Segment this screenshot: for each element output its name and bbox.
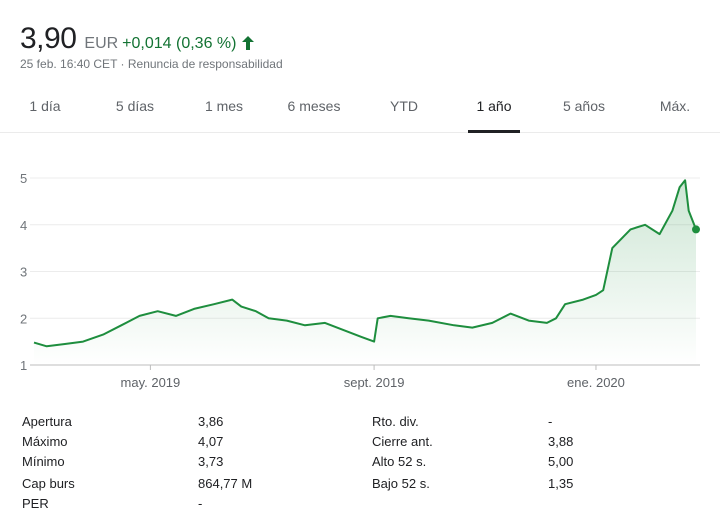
stat-value-52w-high: 5,00 (548, 454, 574, 469)
y-tick-label: 4 (20, 218, 27, 233)
price-point (491, 322, 493, 324)
price-area-fill (34, 180, 696, 365)
price-point (582, 299, 584, 301)
stat-label-open: Apertura (22, 414, 72, 429)
price-point (630, 228, 632, 230)
price-point (138, 315, 140, 317)
stat-value-pe: - (198, 496, 203, 511)
price-point (453, 324, 455, 326)
price-point (157, 310, 159, 312)
stat-label-div-yield: Rto. div. (372, 414, 419, 429)
price-point (671, 210, 673, 212)
price-point (213, 303, 215, 305)
price-point (255, 310, 257, 312)
price-chart[interactable]: 1 2 3 4 5 may. 2019 sept. 2019 ene. 2020 (0, 140, 720, 400)
tab-1-day[interactable]: 1 día (29, 98, 61, 114)
y-tick-label: 3 (20, 265, 27, 280)
price-point (342, 329, 344, 331)
quote-subline: 25 feb. 16:40 CET · Renuncia de responsa… (20, 57, 283, 71)
price-point (33, 342, 35, 344)
price-point (564, 303, 566, 305)
price-change: +0,014 (0,36 %) (122, 35, 237, 52)
x-tick-label: sept. 2019 (344, 375, 405, 390)
price-point (611, 247, 613, 249)
quote-timestamp: 25 feb. 16:40 CET (20, 57, 118, 71)
stats-row: PER - (0, 494, 720, 514)
price-series-line (33, 179, 697, 348)
price-point (175, 315, 177, 317)
quote-header: 3,90 EUR +0,014 (0,36 %) (20, 22, 256, 62)
price-point (231, 299, 233, 301)
stat-value-52w-low: 1,35 (548, 476, 574, 491)
price-point (120, 324, 122, 326)
stat-value-open: 3,86 (198, 414, 224, 429)
range-tabs: 1 día 5 días 1 mes 6 meses YTD 1 año 5 a… (0, 88, 720, 133)
price-point (546, 322, 548, 324)
stat-label-prev-close: Cierre ant. (372, 434, 433, 449)
tab-5-days[interactable]: 5 días (115, 98, 155, 114)
price-point (428, 320, 430, 322)
current-price: 3,90 (20, 22, 77, 55)
price-point (644, 224, 646, 226)
separator-dot: · (117, 57, 128, 71)
price-point (304, 324, 306, 326)
stat-label-high: Máximo (22, 434, 68, 449)
x-tick-label: may. 2019 (121, 375, 181, 390)
price-point (555, 317, 557, 319)
price-point (528, 320, 530, 322)
y-tick-label: 2 (20, 311, 27, 326)
stat-value-prev-close: 3,88 (548, 434, 574, 449)
currency-label: EUR (84, 35, 119, 52)
y-tick-label: 1 (20, 358, 27, 373)
x-tick-label: ene. 2020 (567, 375, 625, 390)
price-point (46, 345, 48, 347)
price-point (286, 320, 288, 322)
stats-row: Apertura 3,86 Rto. div. - (0, 412, 720, 432)
stat-label-low: Mínimo (22, 454, 65, 469)
price-point (102, 334, 104, 336)
price-point (684, 179, 686, 181)
tab-max[interactable]: Máx. (659, 98, 691, 114)
price-point (268, 317, 270, 319)
stats-row: Cap burs 864,77 M Bajo 52 s. 1,35 (0, 474, 720, 494)
price-point (360, 336, 362, 338)
price-point (324, 322, 326, 324)
tab-5-years[interactable]: 5 años (562, 98, 606, 114)
stat-value-div-yield: - (548, 414, 553, 429)
stat-value-market-cap: 864,77 M (198, 476, 253, 491)
stat-value-low: 3,73 (198, 454, 224, 469)
price-point (377, 317, 379, 319)
y-tick-label: 5 (20, 171, 27, 186)
price-point (408, 317, 410, 319)
price-point (659, 233, 661, 235)
price-point (688, 210, 690, 212)
current-price-dot (692, 225, 700, 234)
stat-value-high: 4,07 (198, 434, 224, 449)
arrow-up-icon (242, 36, 256, 52)
price-point (389, 315, 391, 317)
price-point (509, 313, 511, 315)
disclaimer-link[interactable]: Renuncia de responsabilidad (127, 57, 283, 71)
stat-label-pe: PER (22, 496, 49, 511)
price-point (471, 327, 473, 329)
price-point (679, 186, 681, 188)
tab-ytd[interactable]: YTD (390, 98, 418, 114)
tab-6-months[interactable]: 6 meses (287, 98, 341, 114)
price-point (82, 341, 84, 343)
tab-1-month[interactable]: 1 mes (204, 98, 244, 114)
price-point (373, 341, 375, 343)
tab-1-year[interactable]: 1 año (468, 88, 520, 133)
stats-row: Máximo 4,07 Cierre ant. 3,88 (0, 432, 720, 452)
stats-row: Mínimo 3,73 Alto 52 s. 5,00 (0, 452, 720, 472)
price-point (602, 289, 604, 291)
price-point (240, 306, 242, 308)
stat-label-52w-low: Bajo 52 s. (372, 476, 430, 491)
price-point (193, 308, 195, 310)
price-point (64, 343, 66, 345)
stat-label-market-cap: Cap burs (22, 476, 75, 491)
stat-label-52w-high: Alto 52 s. (372, 454, 427, 469)
price-point (595, 294, 597, 296)
